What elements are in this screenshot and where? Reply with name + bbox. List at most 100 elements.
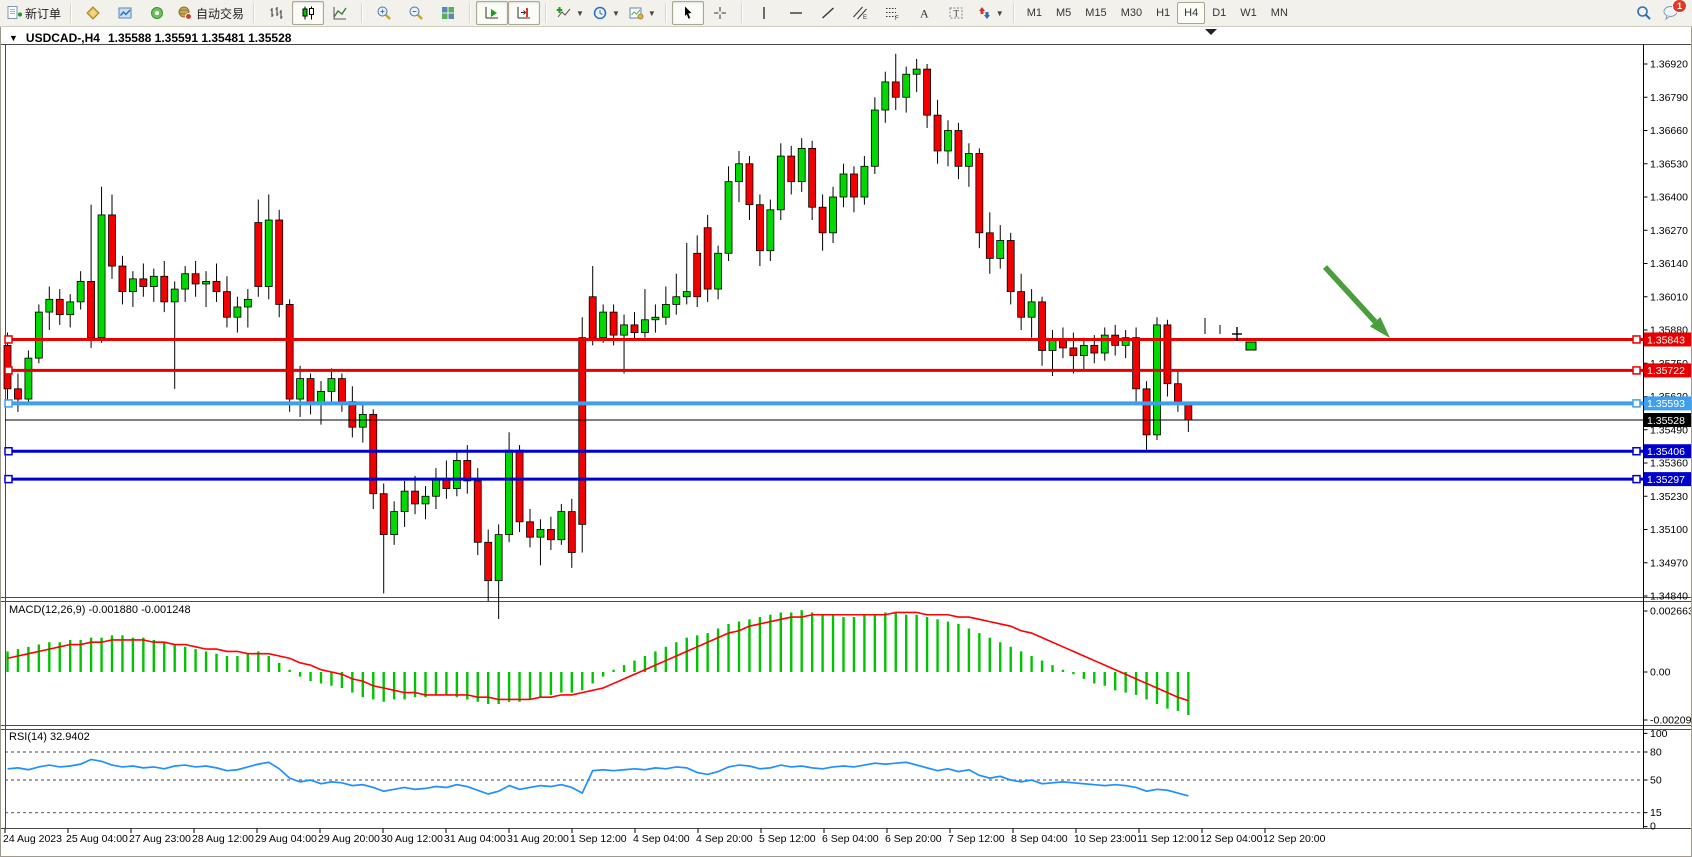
timeframe-M30[interactable]: M30 [1114, 2, 1149, 24]
candlestick-chart-button[interactable] [292, 1, 324, 25]
svg-text:E: E [863, 15, 867, 21]
annotation-arrow[interactable] [1325, 267, 1390, 338]
chart-canvas[interactable]: 1.369201.367901.366601.365301.364001.362… [0, 26, 1692, 856]
svg-text:1.35406: 1.35406 [1647, 446, 1685, 458]
periods-clock-icon [592, 5, 608, 21]
toolbar-separator [70, 3, 72, 23]
svg-text:1.34840: 1.34840 [1650, 591, 1688, 603]
svg-text:10 Sep 23:00: 10 Sep 23:00 [1074, 833, 1137, 845]
vertical-line-tool-button[interactable] [748, 1, 780, 25]
auto-scroll-icon [484, 5, 500, 21]
timeframe-MN[interactable]: MN [1264, 2, 1295, 24]
fibonacci-tool-button[interactable]: F [876, 1, 908, 25]
signals-icon [149, 5, 165, 21]
indicators-button[interactable]: ▼ [552, 1, 588, 25]
svg-text:100: 100 [1650, 728, 1668, 740]
timeframe-M1[interactable]: M1 [1020, 2, 1049, 24]
periods-dropdown-caret[interactable]: ▼ [612, 9, 620, 18]
svg-text:1.36790: 1.36790 [1650, 92, 1688, 104]
svg-text:12 Sep 20:00: 12 Sep 20:00 [1263, 833, 1326, 845]
zoom-out-button[interactable] [400, 1, 432, 25]
text-tool-button[interactable]: A [908, 1, 940, 25]
macd-indicator-label: MACD(12,26,9) -0.001880 -0.001248 [9, 604, 191, 616]
timeframe-H4[interactable]: H4 [1177, 2, 1205, 24]
timeframe-H1[interactable]: H1 [1149, 2, 1177, 24]
horizontal-line-1.35593[interactable]: 1.35593 [5, 396, 1691, 410]
bid-price-line: 1.35528 [5, 413, 1691, 427]
chart-shift-button[interactable] [508, 1, 540, 25]
crosshair-tool-button[interactable] [704, 1, 736, 25]
new-order-button[interactable]: 新订单 [2, 1, 65, 25]
chart-shift-icon [516, 5, 532, 21]
arrows-dropdown-caret[interactable]: ▼ [996, 9, 1004, 18]
svg-text:27 Aug 23:00: 27 Aug 23:00 [129, 833, 191, 845]
horizontal-line-tool-button[interactable] [780, 1, 812, 25]
metaeditor-button[interactable] [77, 1, 109, 25]
zoom-in-icon [376, 5, 392, 21]
tile-windows-button[interactable] [432, 1, 464, 25]
svg-text:1.35230: 1.35230 [1650, 491, 1688, 503]
timeframe-M15[interactable]: M15 [1078, 2, 1113, 24]
auto-scroll-button[interactable] [476, 1, 508, 25]
charts-window-icon [117, 5, 133, 21]
horizontal-line-1.35406[interactable]: 1.35406 [5, 444, 1691, 458]
new-order-label: 新订单 [25, 5, 61, 22]
indicators-dropdown-caret[interactable]: ▼ [576, 9, 584, 18]
trendline-tool-button[interactable] [812, 1, 844, 25]
horizontal-line-1.35297[interactable]: 1.35297 [5, 472, 1691, 486]
horizontal-line-1.35843[interactable]: 1.35843 [5, 332, 1691, 346]
svg-text:29 Aug 04:00: 29 Aug 04:00 [255, 833, 317, 845]
svg-text:15: 15 [1650, 807, 1662, 819]
svg-text:-0.002096: -0.002096 [1650, 714, 1692, 726]
svg-text:1 Sep 12:00: 1 Sep 12:00 [570, 833, 627, 845]
toolbar-separator [469, 3, 471, 23]
line-chart-button[interactable] [324, 1, 356, 25]
timeframe-W1[interactable]: W1 [1233, 2, 1264, 24]
svg-text:5 Sep 12:00: 5 Sep 12:00 [759, 833, 816, 845]
chart-shift-marker[interactable] [1205, 29, 1217, 35]
horizontal-line-1.35722[interactable]: 1.35722 [5, 363, 1691, 377]
svg-text:1.36530: 1.36530 [1650, 158, 1688, 170]
svg-text:1.35100: 1.35100 [1650, 524, 1688, 536]
symbol-dropdown-icon[interactable]: ▼ [9, 33, 18, 43]
notifications-button[interactable]: 1 [1662, 4, 1680, 23]
text-label-icon: T [948, 5, 964, 21]
periods-button[interactable]: ▼ [588, 1, 624, 25]
svg-text:29 Aug 20:00: 29 Aug 20:00 [318, 833, 380, 845]
templates-dropdown-caret[interactable]: ▼ [648, 9, 656, 18]
svg-text:31 Aug 04:00: 31 Aug 04:00 [444, 833, 506, 845]
svg-text:12 Sep 04:00: 12 Sep 04:00 [1200, 833, 1263, 845]
bar-chart-button[interactable] [260, 1, 292, 25]
cursor-tool-button[interactable] [672, 1, 704, 25]
bar-chart-icon [268, 5, 284, 21]
equidistant-channel-icon: E [852, 5, 868, 21]
timeframe-M5[interactable]: M5 [1049, 2, 1078, 24]
svg-text:1.35843: 1.35843 [1647, 334, 1685, 346]
svg-text:A: A [920, 7, 929, 21]
templates-button[interactable]: ▼ [624, 1, 660, 25]
svg-text:1.35593: 1.35593 [1647, 398, 1685, 410]
charts-window-button[interactable] [109, 1, 141, 25]
arrows-tool-button[interactable]: ▼ [972, 1, 1008, 25]
zoom-in-button[interactable] [368, 1, 400, 25]
search-icon[interactable] [1636, 5, 1652, 21]
text-label-tool-button[interactable]: T [940, 1, 972, 25]
zoom-out-icon [408, 5, 424, 21]
svg-text:1.35297: 1.35297 [1647, 474, 1685, 486]
svg-text:4 Sep 04:00: 4 Sep 04:00 [633, 833, 690, 845]
auto-trading-label: 自动交易 [196, 5, 244, 22]
timeframe-D1[interactable]: D1 [1205, 2, 1233, 24]
chart-window[interactable]: ▼ USDCAD-,H4 1.35588 1.35591 1.35481 1.3… [0, 26, 1692, 856]
svg-text:1.36920: 1.36920 [1650, 59, 1688, 71]
equidistant-channel-tool-button[interactable]: E [844, 1, 876, 25]
svg-text:6 Sep 04:00: 6 Sep 04:00 [822, 833, 879, 845]
svg-text:11 Sep 12:00: 11 Sep 12:00 [1137, 833, 1199, 845]
chart-objects[interactable] [1205, 318, 1256, 350]
toolbar-separator [253, 3, 255, 23]
signals-button[interactable] [141, 1, 173, 25]
auto-trading-button[interactable]: 自动交易 [173, 1, 248, 25]
fibonacci-icon: F [884, 5, 900, 21]
